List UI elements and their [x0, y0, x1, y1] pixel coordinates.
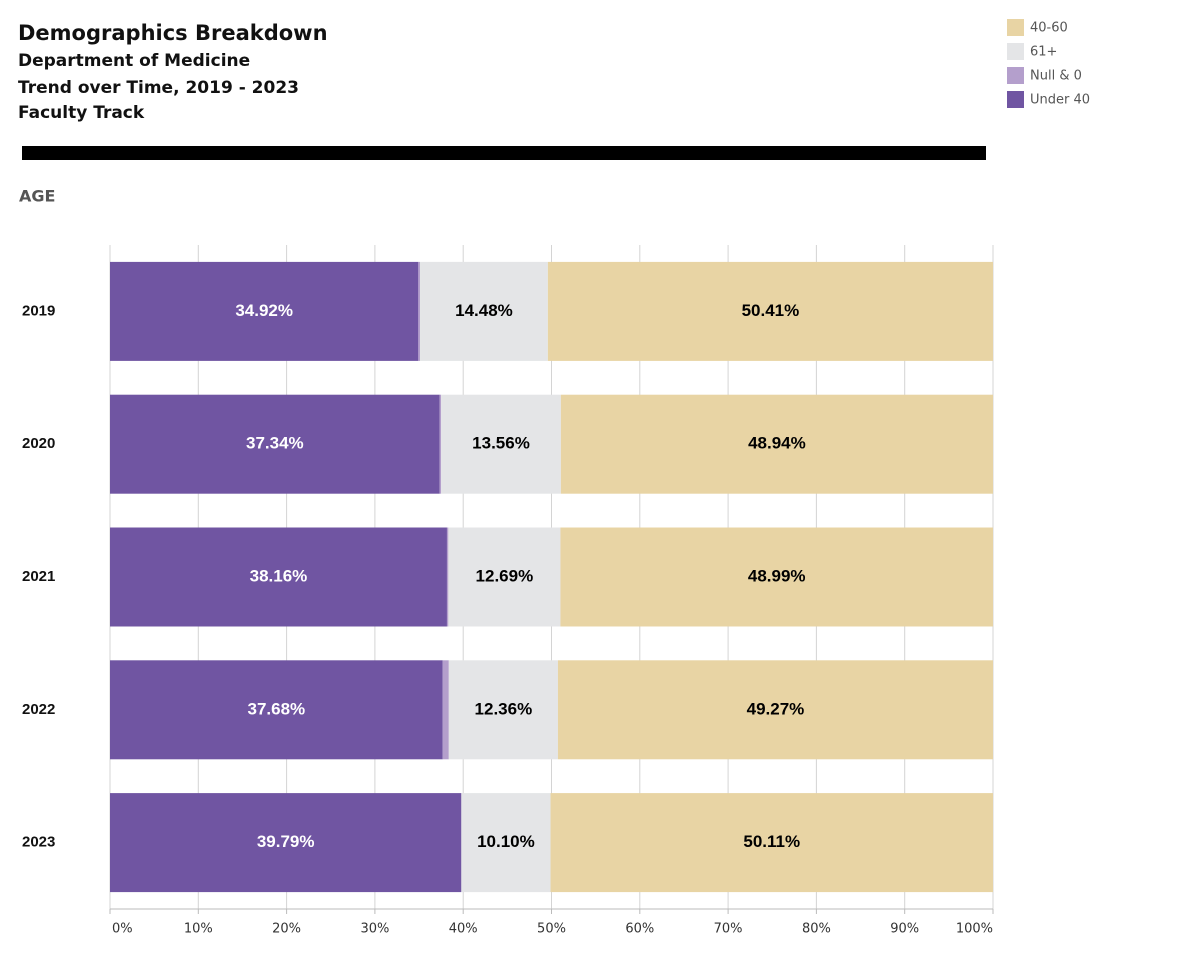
legend-label: 61+ [1030, 45, 1057, 60]
data-label: 48.94% [748, 434, 806, 453]
chart-subtitle: Trend over Time, 2019 - 2023 [18, 78, 299, 98]
bar-segment [420, 261, 548, 361]
legend-label: Null & 0 [1030, 69, 1082, 84]
bar-segment [110, 261, 419, 361]
y-tick-label: 2023 [22, 834, 55, 851]
x-tick-label: 10% [184, 922, 213, 937]
divider [22, 146, 986, 160]
data-label: 50.41% [742, 301, 800, 320]
legend-swatch [1007, 43, 1024, 60]
data-label: 14.48% [455, 301, 513, 320]
x-tick-label: 60% [625, 922, 654, 937]
data-label: 37.68% [248, 699, 306, 718]
data-label: 13.56% [472, 434, 530, 453]
data-label: 37.34% [246, 434, 304, 453]
data-label: 48.99% [748, 566, 806, 585]
data-label: 12.36% [475, 699, 533, 718]
bar-segment [560, 527, 993, 627]
data-label: 10.10% [477, 832, 535, 851]
bar-segment [448, 660, 558, 760]
legend-swatch [1007, 19, 1024, 36]
x-tick-label: 30% [360, 922, 389, 937]
legend-label: 40-60 [1030, 21, 1068, 36]
y-tick-label: 2020 [22, 435, 55, 452]
x-tick-label: 20% [272, 922, 301, 937]
bar-segment [461, 793, 551, 893]
y-tick-label: 2021 [22, 568, 55, 585]
bar-segment [446, 527, 449, 627]
x-tick-label: 80% [802, 922, 831, 937]
data-label: 34.92% [235, 301, 293, 320]
bar-segment [110, 660, 443, 760]
legend-swatch [1007, 67, 1024, 84]
bar-segment [560, 394, 993, 494]
bar-segment [110, 527, 447, 627]
bar-segment [557, 660, 993, 760]
data-label: 12.69% [476, 566, 534, 585]
data-label: 38.16% [250, 566, 308, 585]
x-tick-label: 40% [449, 922, 478, 937]
bar-segment [418, 261, 421, 361]
y-tick-label: 2019 [22, 302, 55, 319]
bar-segment [448, 527, 561, 627]
x-tick-label: 0% [112, 922, 133, 937]
section-label: AGE [19, 187, 55, 206]
bar-segment [110, 793, 462, 893]
chart-subtitle: Faculty Track [18, 103, 145, 123]
bar-segment [439, 394, 442, 494]
bar-segment [441, 394, 561, 494]
legend-label: Under 40 [1030, 93, 1090, 108]
x-tick-label: 100% [956, 922, 993, 937]
x-tick-label: 90% [890, 922, 919, 937]
data-label: 39.79% [257, 832, 315, 851]
bar-segment [547, 261, 993, 361]
bar-segment [550, 793, 993, 893]
bar-segment [110, 394, 440, 494]
legend-swatch [1007, 91, 1024, 108]
data-label: 50.11% [743, 832, 800, 851]
data-label: 49.27% [747, 699, 805, 718]
x-tick-label: 50% [537, 922, 566, 937]
bar-segment [442, 660, 449, 760]
chart-title: Demographics Breakdown [18, 21, 328, 45]
chart-subtitle: Department of Medicine [18, 51, 250, 71]
x-tick-label: 70% [714, 922, 743, 937]
y-tick-label: 2022 [22, 701, 55, 718]
